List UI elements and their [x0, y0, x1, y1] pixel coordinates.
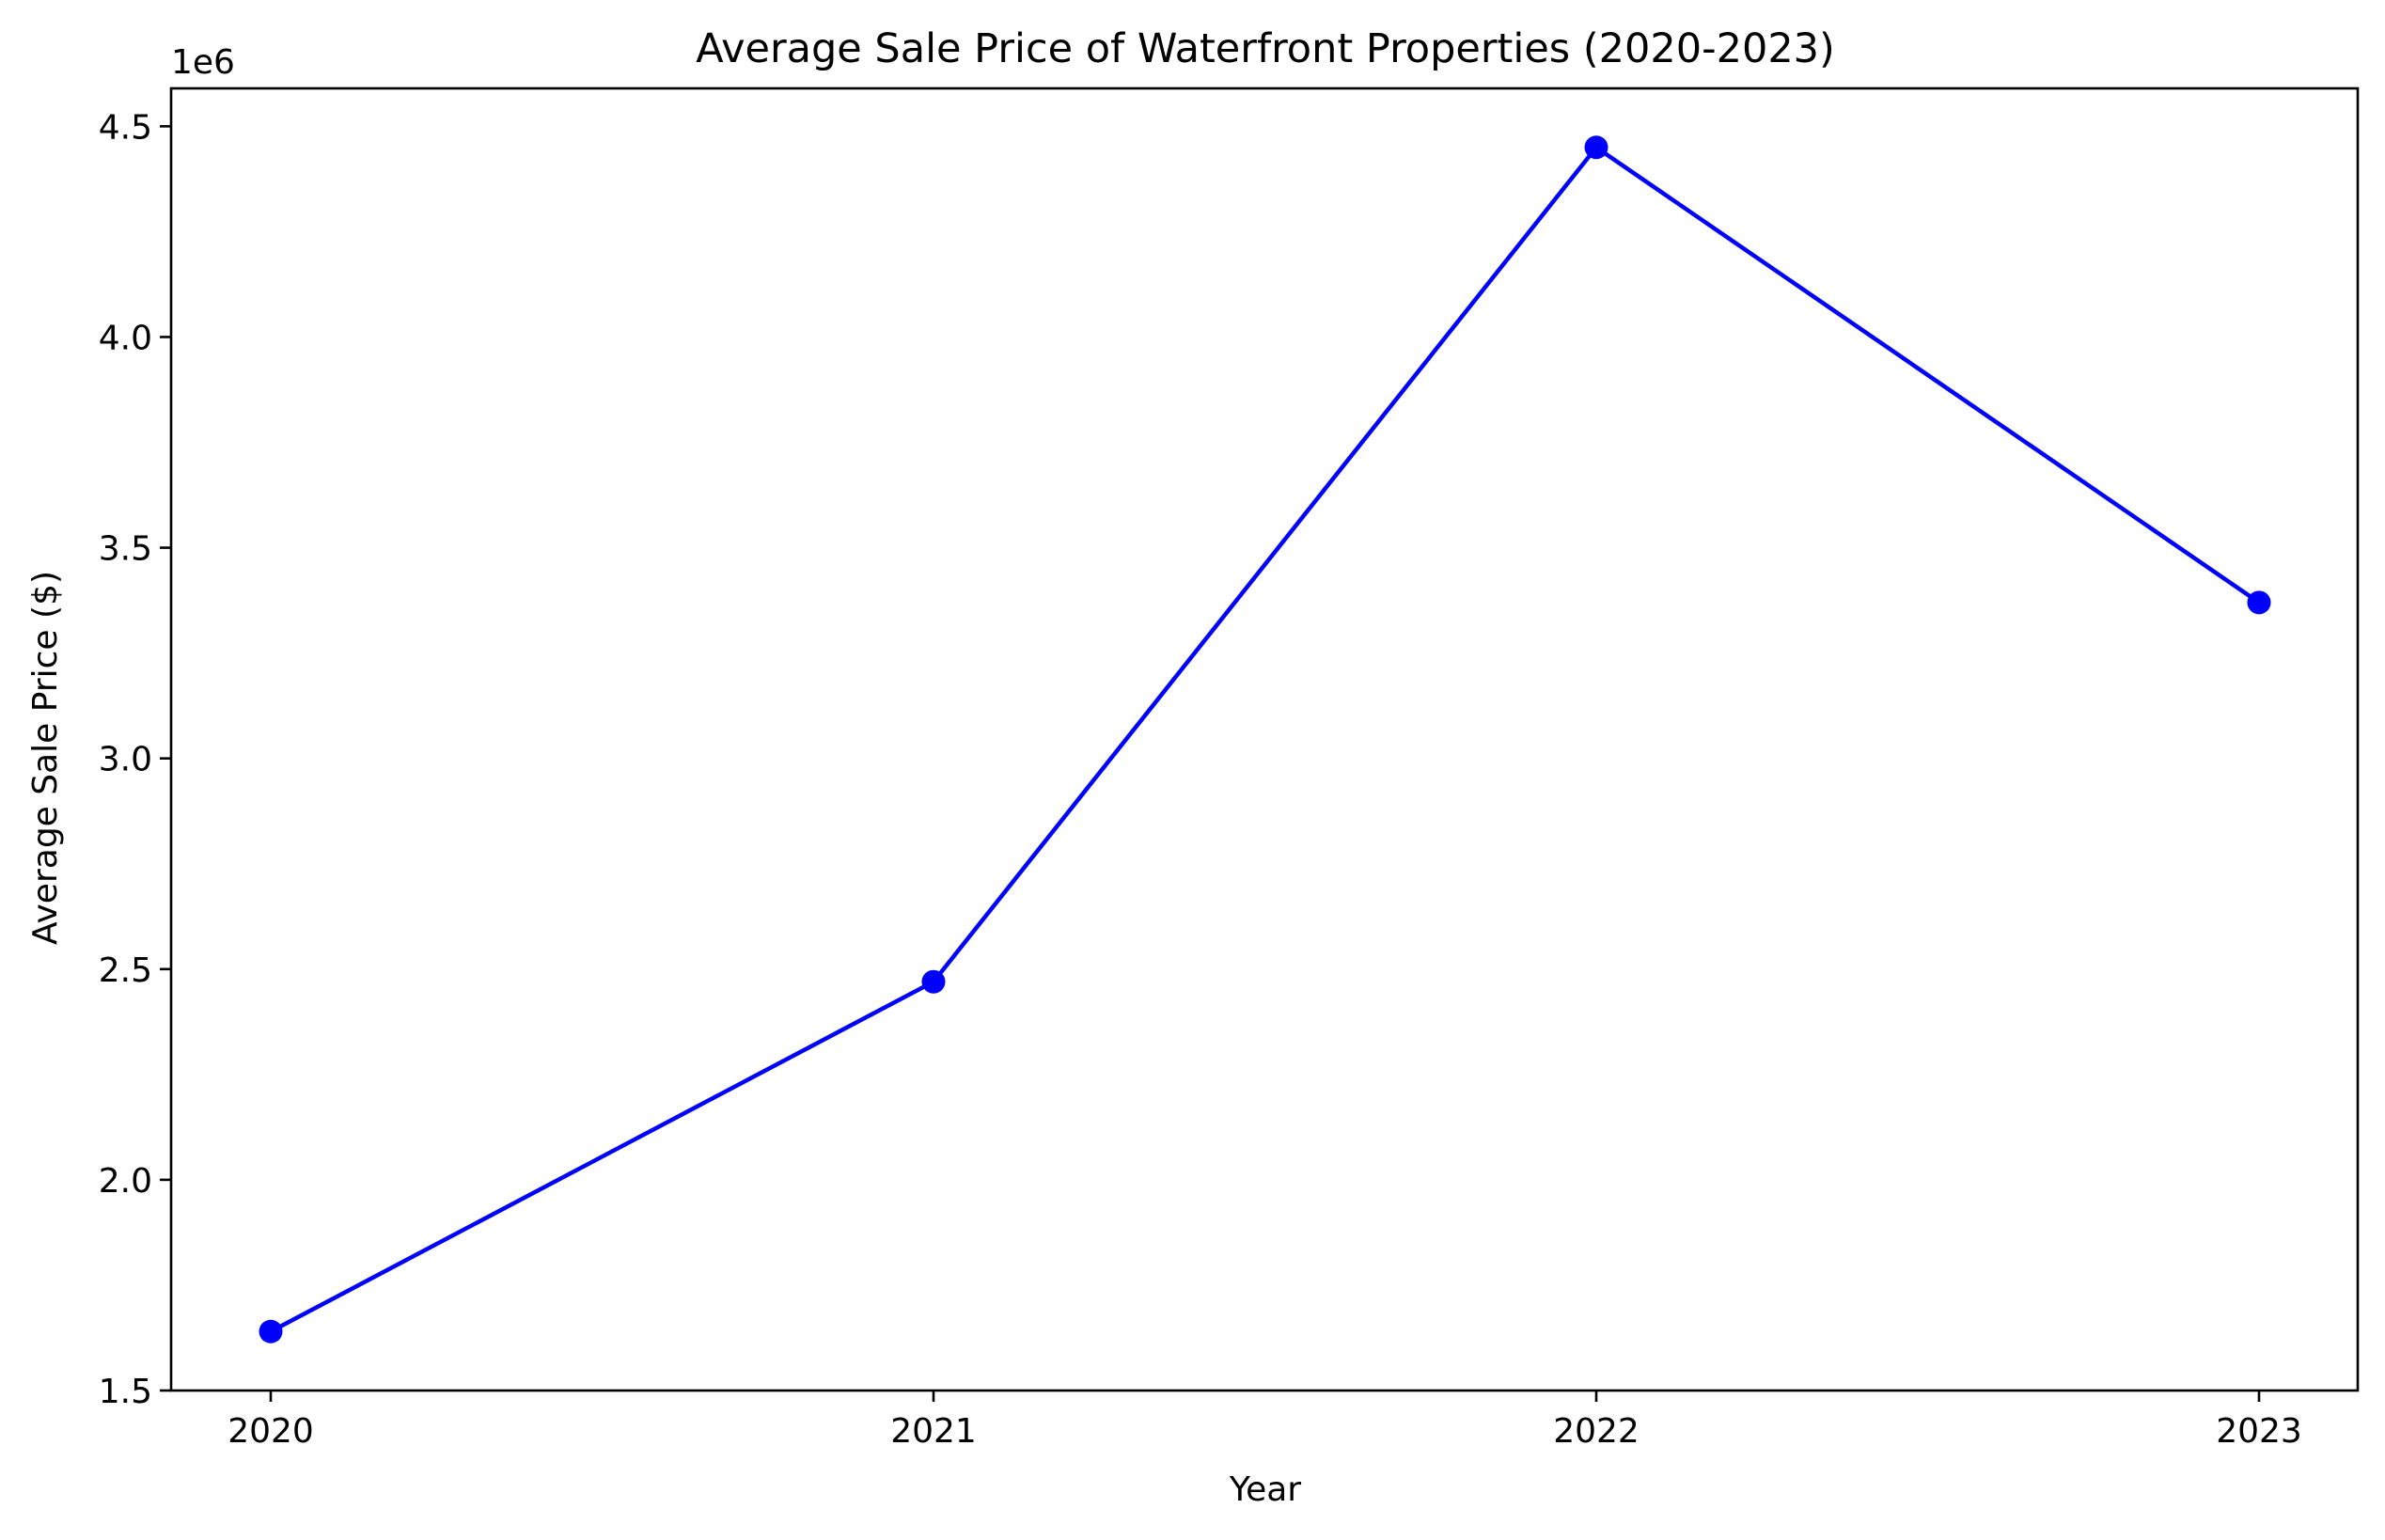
chart-title: Average Sale Price of Waterfront Propert…	[696, 25, 1835, 72]
x-tick-label: 2021	[890, 1412, 977, 1451]
y-tick-label: 1.5	[99, 1373, 152, 1411]
x-tick-label: 2023	[2216, 1412, 2302, 1451]
y-axis-offset-label: 1e6	[171, 43, 235, 82]
series-line	[269, 145, 2261, 1334]
y-tick-label: 2.5	[99, 951, 152, 990]
data-point	[259, 1319, 283, 1344]
series-group	[259, 135, 2271, 1344]
y-tick-label: 2.0	[99, 1162, 152, 1201]
x-tick-label: 2022	[1553, 1412, 1640, 1451]
plot-area-frame	[169, 86, 2360, 1392]
y-axis-ticks: 1.5 2.0 2.5 3.0 3.5 4.0 4.5	[99, 108, 171, 1411]
y-axis-label: Average Sale Price ($)	[26, 571, 65, 945]
y-tick-label: 3.5	[99, 530, 152, 569]
data-point	[921, 969, 946, 994]
y-tick-label: 4.0	[99, 319, 152, 357]
x-axis-label: Year	[1229, 1470, 1301, 1509]
data-point	[2247, 590, 2271, 615]
x-tick-label: 2020	[228, 1412, 314, 1451]
x-axis-ticks: 2020 2021 2022 2023	[228, 1391, 2302, 1451]
data-point	[1584, 135, 1608, 160]
y-tick-label: 4.5	[99, 108, 152, 147]
y-tick-label: 3.0	[99, 741, 152, 779]
